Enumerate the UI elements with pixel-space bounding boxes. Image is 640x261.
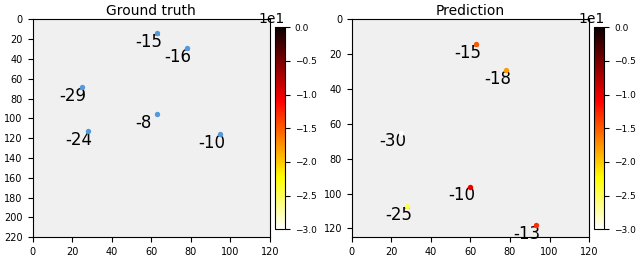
Text: -13: -13 bbox=[513, 225, 541, 243]
Text: -18: -18 bbox=[484, 70, 511, 88]
Text: -16: -16 bbox=[164, 48, 191, 66]
Point bbox=[215, 132, 225, 136]
Point bbox=[396, 130, 406, 135]
Point bbox=[531, 223, 541, 227]
Text: -8: -8 bbox=[135, 114, 151, 132]
Point bbox=[465, 185, 476, 189]
Text: -29: -29 bbox=[60, 87, 87, 105]
Text: -30: -30 bbox=[379, 133, 406, 151]
Text: -15: -15 bbox=[454, 44, 481, 62]
Point bbox=[402, 204, 412, 208]
Point bbox=[182, 46, 192, 50]
Text: -24: -24 bbox=[66, 131, 93, 149]
Text: -25: -25 bbox=[385, 206, 412, 224]
Point bbox=[152, 31, 162, 35]
Point bbox=[83, 129, 93, 133]
Text: -15: -15 bbox=[135, 33, 162, 51]
Text: -10: -10 bbox=[448, 186, 475, 204]
Point bbox=[501, 68, 511, 72]
Title: Ground truth: Ground truth bbox=[106, 4, 196, 18]
Point bbox=[152, 112, 162, 116]
Point bbox=[77, 85, 87, 89]
Point bbox=[471, 42, 481, 46]
Text: -10: -10 bbox=[198, 134, 225, 152]
Title: Prediction: Prediction bbox=[436, 4, 505, 18]
